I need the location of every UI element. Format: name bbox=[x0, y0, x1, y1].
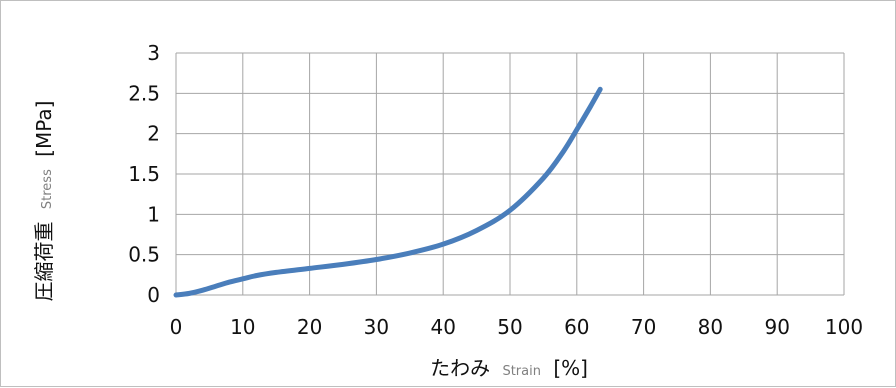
grid-lines bbox=[175, 52, 845, 296]
series-line bbox=[173, 86, 603, 298]
x-tick-label: 20 bbox=[297, 315, 322, 339]
x-tick-labels: 0 10 20 30 40 50 60 70 80 90 100 bbox=[170, 315, 863, 339]
y-tick-label: 0 bbox=[147, 283, 160, 307]
y-tick-label: 1 bbox=[147, 202, 160, 226]
x-axis-title-main: たわみ bbox=[430, 356, 490, 380]
x-tick-label: 40 bbox=[430, 315, 455, 339]
x-tick-label: 100 bbox=[825, 315, 863, 339]
x-tick-label: 50 bbox=[497, 315, 522, 339]
y-tick-label: 2.5 bbox=[128, 81, 160, 105]
y-tick-label: 3 bbox=[147, 41, 160, 65]
x-axis-title-sub: Strain bbox=[502, 364, 541, 379]
y-axis-title: 圧縮荷重 Stress [MPa] bbox=[32, 101, 56, 302]
x-tick-label: 10 bbox=[230, 315, 255, 339]
data-series bbox=[173, 86, 603, 298]
x-tick-label: 30 bbox=[364, 315, 389, 339]
x-tick-label: 80 bbox=[698, 315, 723, 339]
y-tick-label: 1.5 bbox=[128, 162, 160, 186]
y-tick-label: 2 bbox=[147, 122, 160, 146]
x-axis-title-unit: [%] bbox=[553, 356, 588, 380]
y-axis-title-sub: Stress bbox=[40, 169, 55, 209]
y-axis-title-main: 圧縮荷重 bbox=[32, 221, 56, 301]
x-axis-title: たわみ Strain [%] bbox=[430, 356, 588, 380]
y-tick-label: 0.5 bbox=[128, 243, 160, 267]
y-tick-labels: 0 0.5 1 1.5 2 2.5 3 bbox=[128, 41, 160, 307]
x-tick-label: 60 bbox=[564, 315, 589, 339]
y-axis-title-unit: [MPa] bbox=[32, 101, 56, 157]
x-tick-label: 90 bbox=[764, 315, 789, 339]
x-tick-label: 70 bbox=[631, 315, 656, 339]
x-tick-label: 0 bbox=[170, 315, 183, 339]
